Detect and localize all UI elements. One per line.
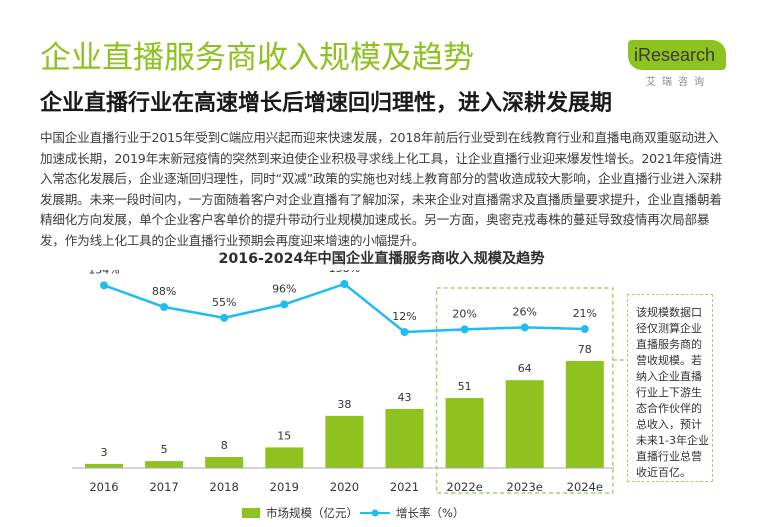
bar-value-label: 51: [458, 380, 472, 393]
bar-value-label: 15: [277, 429, 291, 442]
x-tick-label: 2022e: [446, 480, 482, 494]
bar-2021: [385, 409, 424, 468]
growth-point-2017: [160, 303, 169, 312]
growth-point-2022e: [460, 325, 469, 334]
x-tick-label: 2024e: [567, 480, 603, 494]
x-axis: 2016 2017 2018 2019 2020 2021 2022e 2023e 2024e: [72, 467, 614, 494]
legend-bar-swatch: [242, 508, 260, 518]
bar-2017: [145, 461, 184, 468]
growth-point-2018: [220, 313, 229, 322]
growth-rate-label: 88%: [152, 285, 176, 298]
growth-rate-label: 154%: [88, 270, 119, 276]
growth-rate-label: 26%: [512, 305, 536, 318]
bar-value-label: 43: [398, 391, 412, 404]
bar-value-label: 8: [221, 439, 228, 452]
growth-rate-label: 158%: [329, 270, 360, 275]
bar-2019: [265, 447, 304, 468]
revenue-chart: 3 5 8 15 38 43 51 64 78 154% 88% 55% 96% 158% 12% 20% 2…: [72, 270, 627, 494]
x-tick-label: 2017: [149, 480, 178, 494]
bar-2024e: [565, 361, 604, 468]
growth-rate-label: 21%: [573, 307, 597, 320]
growth-point-2021: [400, 328, 409, 336]
growth-rate-label: 96%: [272, 282, 296, 295]
iresearch-logo: iResearch 艾瑞咨询: [628, 40, 728, 92]
note-box: 该规模数据口径仅测算企业直播服务商的营收规模。若纳入企业直播行业上下游生态合作伙…: [627, 294, 713, 482]
x-tick-label: 2020: [330, 480, 359, 494]
bar-2023e: [505, 380, 544, 468]
growth-rate-label: 55%: [212, 296, 236, 309]
chart-title: 2016-2024年中国企业直播服务商收入规模及趋势: [218, 251, 545, 267]
logo-mark: [628, 40, 726, 70]
legend-line-swatch: [360, 509, 390, 517]
x-tick-label: 2019: [270, 480, 299, 494]
x-tick-label: 2021: [390, 480, 419, 494]
bar-value-label: 3: [101, 446, 108, 459]
growth-point-2020: [340, 280, 349, 288]
bar-2020: [325, 415, 364, 468]
growth-point-2019: [280, 300, 289, 309]
x-tick-label: 2016: [89, 480, 118, 494]
bar-value-label: 78: [578, 343, 592, 356]
growth-point-2016: [100, 281, 108, 290]
growth-line-series: 154% 88% 55% 96% 158% 12% 20% 26% 21%: [88, 270, 597, 336]
growth-point-2023e: [520, 323, 529, 332]
bar-value-label: 38: [337, 398, 351, 411]
growth-rate-label: 12%: [392, 310, 416, 323]
bar-2016: [85, 463, 123, 468]
legend-label-market-size: 市场规模（亿元）: [266, 506, 358, 520]
bar-series: 3 5 8 15 38 43 51 64 78: [85, 343, 604, 468]
logo-text: iResearch: [634, 45, 716, 65]
x-tick-label: 2023e: [507, 480, 543, 494]
bar-2018: [205, 457, 244, 468]
forecast-dashed-box: [435, 287, 614, 494]
growth-rate-label: 20%: [452, 307, 476, 320]
forecast-region: [435, 287, 627, 494]
logo-chinese-text: 艾瑞咨询: [646, 77, 710, 88]
growth-point-2024e: [580, 325, 589, 334]
page-subtitle: 企业直播行业在高速增长后增速回归理性，进入深耕发展期: [40, 91, 613, 116]
intro-paragraph: 中国企业直播行业于2015年受到C端应用兴起而迎来快速发展，2018年前后行业受…: [40, 130, 723, 248]
bar-value-label: 64: [518, 362, 532, 375]
bar-value-label: 5: [161, 443, 168, 456]
x-tick-label: 2018: [210, 480, 239, 494]
page-title: 企业直播服务商收入规模及趋势: [40, 40, 474, 76]
legend-label-growth-rate: 增长率（%）: [396, 506, 465, 520]
bar-2022e: [445, 398, 484, 468]
